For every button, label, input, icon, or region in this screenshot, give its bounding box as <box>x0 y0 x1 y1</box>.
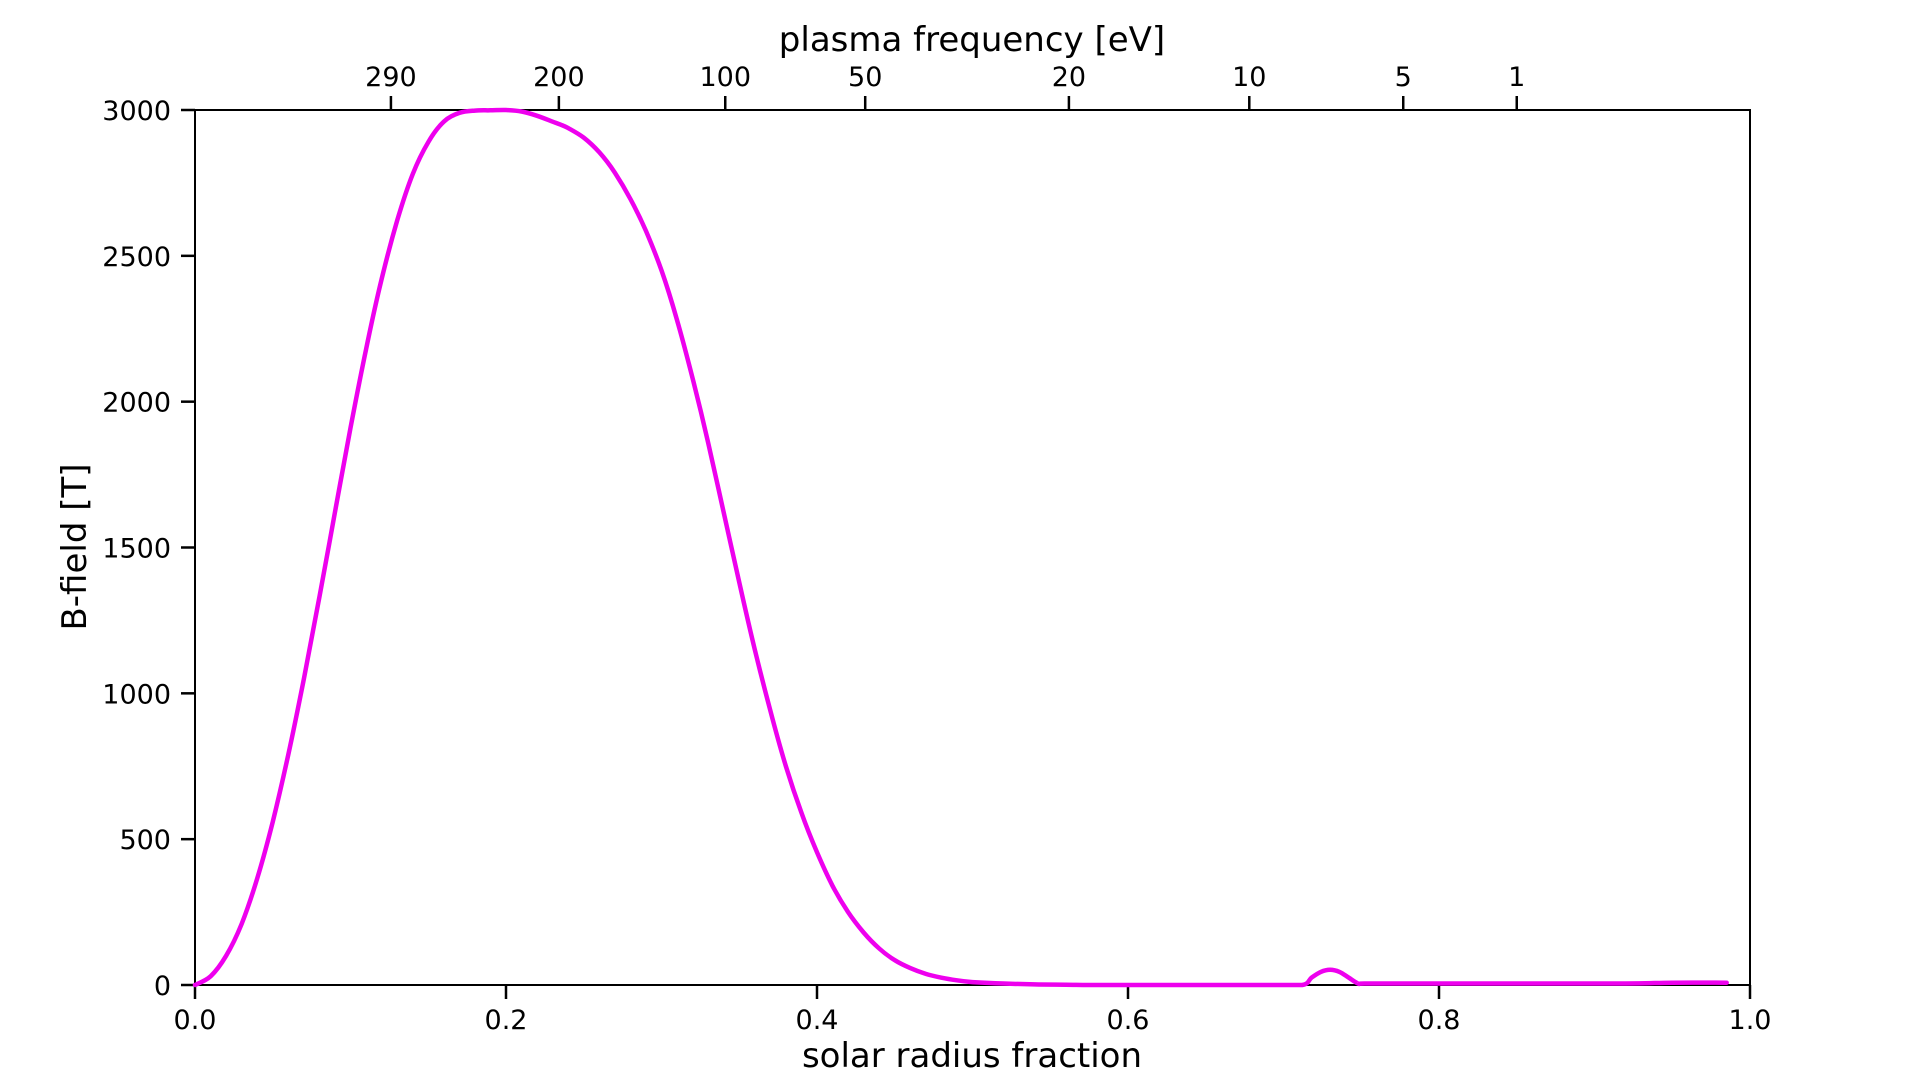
top-tick-label: 50 <box>848 62 882 93</box>
top-tick-label: 20 <box>1052 62 1086 93</box>
y-tick-label: 3000 <box>102 96 171 127</box>
top-tick-label: 10 <box>1232 62 1266 93</box>
y-axis: 0 500 1000 1500 2000 2500 3000 <box>102 96 195 1002</box>
y-tick-label: 1500 <box>102 534 171 565</box>
top-tick-label: 290 <box>365 62 417 93</box>
top-x-axis: 290 200 100 50 20 10 5 1 <box>365 62 1525 110</box>
y-tick-label: 2000 <box>102 388 171 419</box>
y-tick-label: 2500 <box>102 242 171 273</box>
top-axis-label: plasma frequency [eV] <box>779 20 1165 60</box>
top-tick-label: 5 <box>1395 62 1412 93</box>
top-tick-label: 200 <box>533 62 585 93</box>
plot-frame <box>194 109 1751 986</box>
x-tick-label: 1.0 <box>1729 1005 1772 1036</box>
x-tick-label: 0.6 <box>1107 1005 1150 1036</box>
x-axis: 0.0 0.2 0.4 0.6 0.8 1.0 <box>174 985 1772 1036</box>
x-axis-label: solar radius fraction <box>802 1036 1142 1076</box>
y-tick-label: 500 <box>119 825 171 856</box>
series-line <box>192 107 1729 988</box>
top-tick-label: 100 <box>699 62 751 93</box>
y-axis-label: B-field [T] <box>55 463 95 630</box>
x-tick-label: 0.2 <box>485 1005 528 1036</box>
x-tick-label: 0.4 <box>796 1005 839 1036</box>
y-tick-label: 0 <box>154 971 171 1002</box>
series-layer <box>192 107 1729 988</box>
x-tick-label: 0.0 <box>174 1005 217 1036</box>
y-tick-label: 1000 <box>102 679 171 710</box>
top-tick-label: 1 <box>1508 62 1525 93</box>
x-tick-label: 0.8 <box>1418 1005 1461 1036</box>
